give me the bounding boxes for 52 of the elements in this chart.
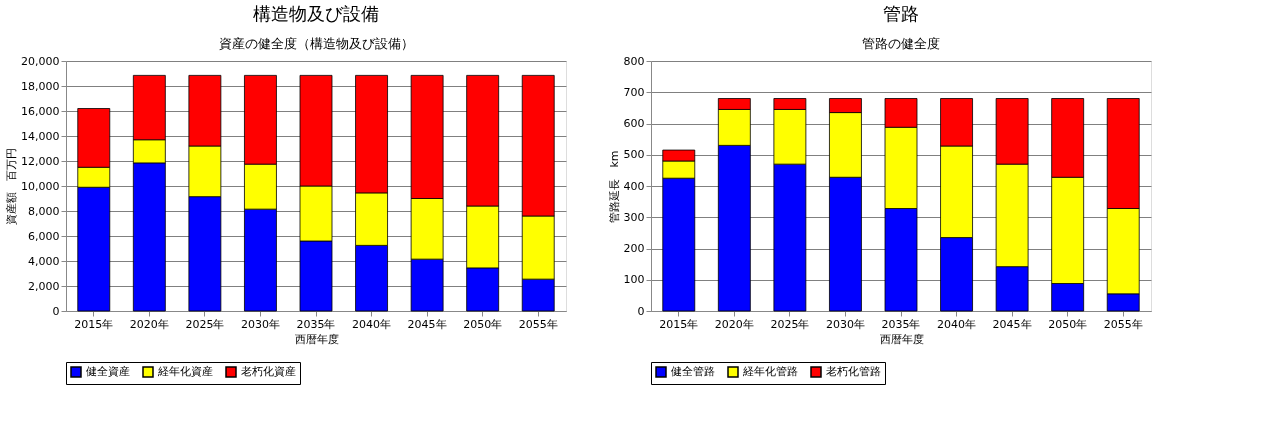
chart-subtitle: 資産の健全度（構造物及び設備） [218, 36, 414, 51]
chart-subtitle: 管路の健全度 [862, 36, 940, 51]
x-tick-label: 2040年 [352, 317, 392, 331]
y-tick-label: 200 [623, 242, 645, 255]
y-tick-label: 300 [623, 210, 645, 224]
x-tick-label: 2035年 [881, 317, 921, 331]
y-tick-label: 12,000 [21, 154, 60, 168]
x-axis-title: 西暦年度 [879, 332, 924, 346]
y-tick-label: 4,000 [28, 254, 60, 268]
x-tick-label: 2050年 [463, 317, 503, 331]
y-tick-label: 100 [623, 273, 645, 287]
legend-label: 老朽化資産 [241, 365, 296, 378]
legend-label: 老朽化管路 [826, 365, 881, 378]
x-tick-label: 2015年 [74, 317, 114, 331]
y-tick-label: 0 [52, 304, 60, 318]
x-axis-title: 西暦年度 [294, 332, 339, 346]
x-tick-label: 2045年 [407, 317, 447, 331]
y-tick-label: 8,000 [28, 204, 60, 218]
y-tick-label: 400 [623, 179, 645, 193]
x-tick-label: 2030年 [240, 317, 280, 331]
x-tick-label: 2050年 [1048, 317, 1088, 331]
x-tick-label: 2035年 [296, 317, 336, 331]
x-tick-label: 2055年 [1103, 317, 1143, 331]
y-tick-label: 18,000 [21, 79, 60, 93]
y-tick-label: 10,000 [21, 179, 60, 193]
x-tick-label: 2015年 [659, 317, 699, 331]
y-tick-label: 700 [623, 85, 645, 99]
x-tick-label: 2045年 [992, 317, 1032, 331]
x-tick-label: 2020年 [129, 317, 169, 331]
y-tick-label: 14,000 [21, 129, 60, 143]
y-axis-title: 管路延長 km [607, 150, 621, 223]
y-tick-label: 16,000 [21, 104, 60, 118]
y-tick-label: 20,000 [21, 54, 60, 68]
y-tick-label: 800 [623, 54, 645, 68]
y-axis-title: 資産額 百万円 [5, 148, 19, 225]
y-tick-label: 6,000 [28, 229, 60, 243]
legend-label: 健全管路 [671, 365, 715, 378]
y-tick-label: 2,000 [28, 279, 60, 293]
legend-label: 経年化管路 [742, 365, 798, 378]
legend-label: 経年化資産 [157, 365, 213, 378]
x-tick-label: 2055年 [518, 317, 558, 331]
legend-label: 健全資産 [86, 365, 130, 378]
chart-title: 管路 [883, 3, 919, 24]
x-tick-label: 2020年 [714, 317, 754, 331]
chart-title: 構造物及び設備 [253, 3, 379, 24]
x-tick-label: 2030年 [825, 317, 865, 331]
y-tick-label: 500 [623, 148, 645, 162]
y-tick-label: 600 [623, 117, 645, 130]
y-tick-label: 0 [637, 304, 645, 318]
x-tick-label: 2025年 [770, 317, 810, 331]
x-tick-label: 2025年 [185, 317, 225, 331]
x-tick-label: 2040年 [937, 317, 977, 331]
